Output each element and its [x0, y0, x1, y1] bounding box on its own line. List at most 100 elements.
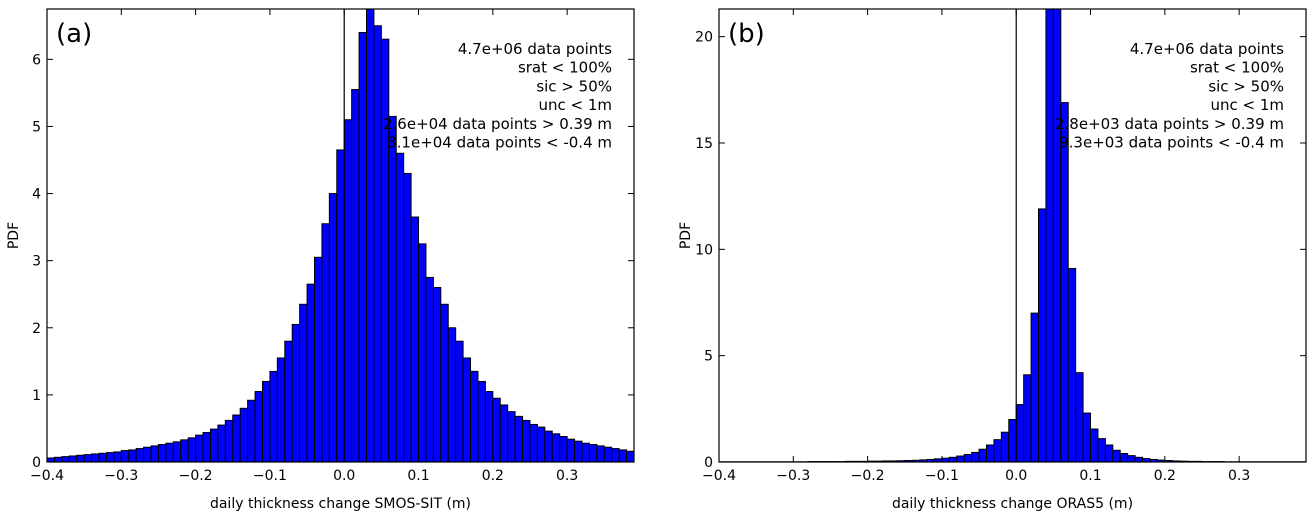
histogram-bar [113, 451, 122, 462]
histogram-bar [76, 454, 85, 462]
histogram-bar [1008, 418, 1017, 462]
histogram-bar [83, 454, 93, 462]
histogram-bar [395, 152, 405, 462]
y-tick-label: 2 [32, 321, 41, 337]
histogram-bar [618, 449, 628, 462]
annotation-line: unc < 1m [538, 96, 612, 114]
histogram-bar [1127, 455, 1136, 462]
histogram-bar [514, 415, 524, 462]
y-tick-label: 1 [32, 388, 41, 404]
histogram-bar [328, 193, 338, 462]
axes-frame [46, 8, 635, 463]
histogram-bar [626, 450, 634, 462]
x-tick-label: 0.3 [556, 468, 578, 484]
histogram-bar [306, 283, 315, 462]
y-axis-label: PDF [6, 222, 22, 249]
x-tick-label: 0.2 [1154, 468, 1176, 484]
annotation-line: unc < 1m [1210, 96, 1284, 114]
histogram-bar [254, 391, 263, 462]
histogram-bar [462, 357, 472, 462]
axes-frame [718, 8, 1307, 463]
histogram-bar [1134, 456, 1144, 462]
annotation-line: 3.1e+04 data points < -0.4 m [387, 134, 612, 152]
y-tick-label: 20 [695, 30, 713, 46]
histogram-bar [956, 455, 965, 462]
histogram-bar [269, 370, 278, 462]
histogram-bar [588, 444, 598, 462]
histogram-bar [551, 433, 561, 462]
histogram-bar [61, 456, 70, 462]
histogram-bar [232, 414, 241, 462]
histogram-bar [581, 442, 590, 462]
panel-label: (a) [56, 19, 92, 49]
histogram-bar [388, 115, 397, 462]
histogram-bar [358, 31, 368, 462]
histogram-bar [963, 454, 973, 462]
histogram-bar [195, 434, 204, 462]
histogram-bar [1097, 438, 1106, 462]
histogram-bar [1104, 444, 1114, 462]
histogram-bars [47, 9, 634, 462]
x-tick-label: −0.2 [179, 468, 213, 484]
annotation-line: 4.7e+06 data points [458, 40, 612, 58]
histogram-bar [143, 446, 152, 462]
histogram-bar [299, 303, 308, 462]
histogram-bar [343, 119, 353, 462]
annotation-line: sic > 50% [1208, 77, 1284, 95]
histogram-bar [157, 444, 167, 462]
x-tick-label: −0.3 [104, 468, 138, 484]
histogram-bar [217, 424, 226, 462]
histogram-bar [120, 450, 130, 462]
histogram-bar [611, 448, 620, 462]
histogram-bar [425, 276, 434, 462]
histogram-bar [224, 419, 234, 462]
x-tick-label: 0.3 [1228, 468, 1250, 484]
histogram-bar [128, 449, 137, 462]
histogram-bar [477, 380, 486, 462]
histogram-bar [135, 448, 145, 462]
panel-a: −0.4 −0.3 −0.2 −0.1 0.0 0.1 0.2 0.3 0 1 2 3 4 5 6 daily… [6, 8, 635, 512]
histogram-bar [47, 457, 55, 462]
histogram-bar [209, 428, 219, 462]
histogram-bar [91, 453, 100, 462]
histogram-bar [98, 452, 107, 462]
x-tick-label: −0.1 [925, 468, 959, 484]
histogram-bar [440, 303, 449, 462]
annotation-line: srat < 100% [1190, 59, 1284, 77]
histogram-bar [261, 380, 271, 462]
histogram-bar [373, 25, 382, 462]
panel-b: −0.4 −0.3 −0.2 −0.1 0.0 0.1 0.2 0.3 0 5 10 15 20 dail… [678, 8, 1307, 512]
x-tick-label: 0.0 [333, 468, 355, 484]
y-tick-label: 0 [704, 455, 713, 471]
x-tick-label: −0.1 [253, 468, 287, 484]
x-tick-label: 0.1 [407, 468, 429, 484]
histogram-bar [971, 451, 980, 462]
y-tick-label: 0 [32, 455, 41, 471]
y-tick-label: 15 [695, 136, 713, 152]
histogram-bar [993, 439, 1002, 462]
x-tick-label: −0.3 [776, 468, 810, 484]
histogram-bar [544, 430, 553, 462]
annotation-line: 2.8e+03 data points > 0.39 m [1055, 115, 1284, 133]
histogram-bar [948, 456, 958, 462]
histogram-bar [1045, 9, 1054, 462]
histogram-bar [150, 445, 159, 462]
histogram-bar [202, 431, 211, 462]
histogram-bar [1090, 428, 1099, 462]
histogram-bar [559, 435, 568, 462]
histogram-bar [1067, 267, 1077, 462]
histogram-bar [596, 445, 605, 462]
histogram-bar [507, 411, 516, 462]
y-tick-label: 5 [32, 119, 41, 135]
y-tick-label: 3 [32, 254, 41, 270]
histogram-bar [1015, 404, 1025, 462]
histogram-bar [484, 391, 494, 462]
panel-label: (b) [728, 19, 765, 49]
annotation-line: 9.3e+03 data points < -0.4 m [1059, 134, 1284, 152]
histogram-bar [432, 287, 442, 462]
histogram-bar [447, 327, 457, 462]
annotation-line: 2.6e+04 data points > 0.39 m [383, 115, 612, 133]
x-axis-label: daily thickness change SMOS-SIT (m) [210, 496, 471, 512]
y-tick-label: 5 [704, 349, 713, 365]
